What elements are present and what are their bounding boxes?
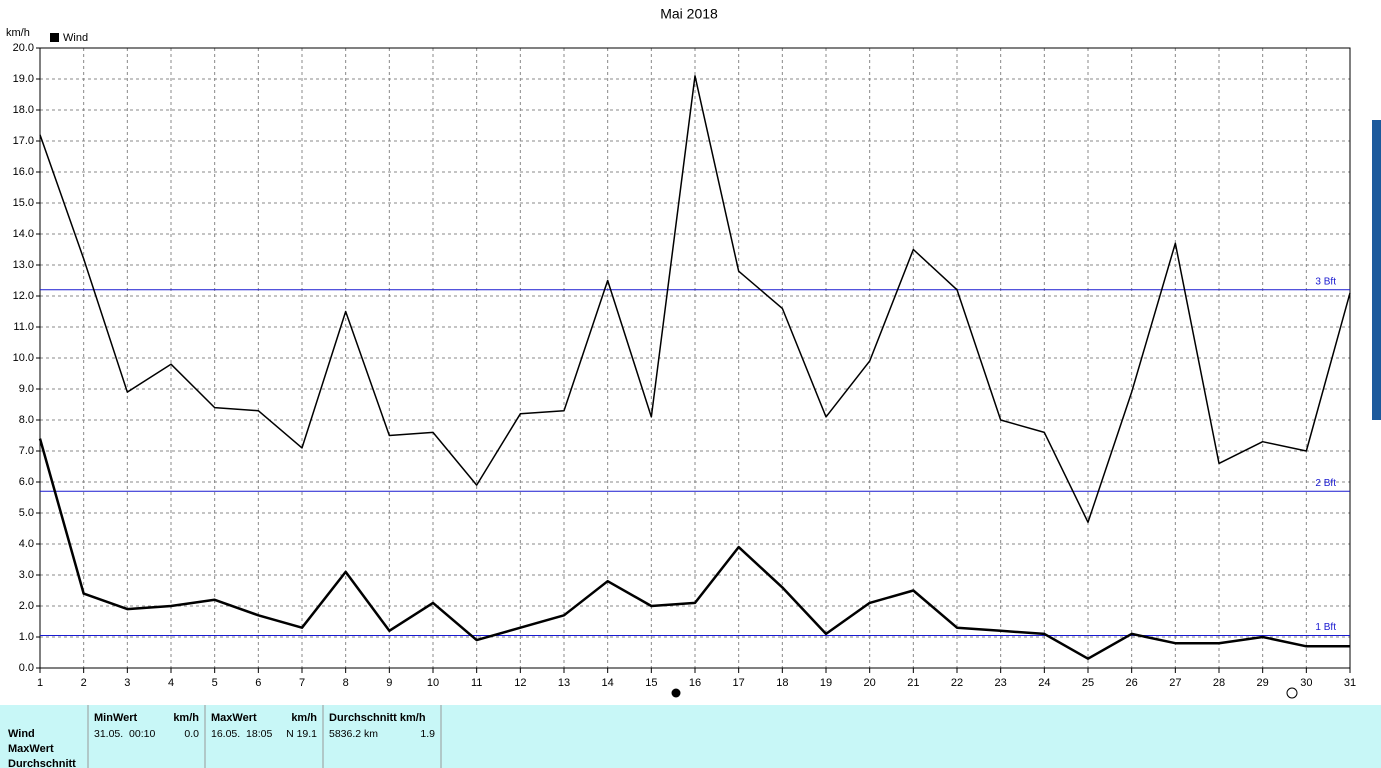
x-tick-label: 23 xyxy=(995,677,1007,689)
y-tick-label: 18.0 xyxy=(13,104,34,116)
row-label: MaxWert xyxy=(8,743,54,755)
y-tick-label: 14.0 xyxy=(13,228,34,240)
y-tick-label: 10.0 xyxy=(13,352,34,364)
full-moon xyxy=(1286,687,1298,699)
table-cell: 16.05. 18:05 xyxy=(211,728,272,740)
x-tick-label: 27 xyxy=(1169,677,1181,689)
y-axis-unit: km/h xyxy=(6,27,30,39)
data-line xyxy=(38,438,1350,660)
table-cell: 1.9 xyxy=(420,728,435,740)
x-tick-label: 13 xyxy=(558,677,570,689)
column-header: Durchschnitt km/h xyxy=(329,712,426,724)
x-tick-label: 9 xyxy=(386,677,392,689)
desktop-edge xyxy=(1372,120,1381,420)
row-label: Durchschnitt xyxy=(8,758,76,768)
x-tick-label: 5 xyxy=(212,677,218,689)
x-tick-label: 26 xyxy=(1126,677,1138,689)
reference-label: 3 Bft xyxy=(1315,276,1336,287)
y-tick-label: 13.0 xyxy=(13,259,34,271)
x-tick-label: 6 xyxy=(255,677,261,689)
legend-label: Wind xyxy=(63,32,88,44)
x-tick-label: 7 xyxy=(299,677,305,689)
x-tick-label: 22 xyxy=(951,677,963,689)
row-label: Wind xyxy=(8,728,35,740)
x-tick-label: 25 xyxy=(1082,677,1094,689)
column-header: MaxWert xyxy=(211,712,257,724)
data-line xyxy=(39,75,1351,524)
x-tick-label: 1 xyxy=(37,677,43,689)
column-header: km/h xyxy=(291,712,317,724)
legend-swatch xyxy=(50,33,59,42)
x-tick-label: 18 xyxy=(776,677,788,689)
x-tick-label: 12 xyxy=(514,677,526,689)
y-tick-label: 12.0 xyxy=(13,290,34,302)
column-header: km/h xyxy=(173,712,199,724)
x-tick-label: 20 xyxy=(864,677,876,689)
y-tick-label: 9.0 xyxy=(19,383,34,395)
x-tick-label: 11 xyxy=(471,677,482,689)
y-tick-label: 0.0 xyxy=(19,662,34,674)
table-cell: 0.0 xyxy=(184,728,199,740)
y-tick-label: 7.0 xyxy=(19,445,34,457)
y-tick-label: 8.0 xyxy=(19,414,34,426)
x-tick-label: 31 xyxy=(1344,677,1356,689)
y-tick-label: 5.0 xyxy=(19,507,34,519)
stats-panel xyxy=(0,705,1381,768)
x-tick-label: 28 xyxy=(1213,677,1225,689)
x-tick-label: 16 xyxy=(689,677,701,689)
x-tick-label: 17 xyxy=(733,677,745,689)
reference-label: 2 Bft xyxy=(1315,478,1336,489)
y-tick-label: 15.0 xyxy=(13,197,34,209)
table-cell: 5836.2 km xyxy=(329,728,378,740)
y-tick-label: 19.0 xyxy=(13,73,34,85)
table-cell: 31.05. 00:10 xyxy=(94,728,155,740)
x-tick-label: 8 xyxy=(343,677,349,689)
plot-frame xyxy=(39,47,1351,669)
x-tick-label: 15 xyxy=(645,677,657,689)
new-moon xyxy=(671,688,681,698)
table-cell: N 19.1 xyxy=(286,728,317,740)
x-tick-label: 21 xyxy=(907,677,919,689)
x-tick-label: 4 xyxy=(168,677,174,689)
y-tick-label: 4.0 xyxy=(19,538,34,550)
x-tick-label: 24 xyxy=(1038,677,1050,689)
x-tick-label: 2 xyxy=(81,677,87,689)
y-tick-label: 17.0 xyxy=(13,135,34,147)
x-tick-label: 29 xyxy=(1257,677,1269,689)
chart-title: Mai 2018 xyxy=(660,6,718,22)
y-tick-label: 1.0 xyxy=(19,631,34,643)
moon-icons xyxy=(671,687,1298,699)
y-tick-label: 3.0 xyxy=(19,569,34,581)
x-tick-label: 10 xyxy=(427,677,439,689)
y-tick-label: 20.0 xyxy=(13,42,34,54)
y-tick-label: 2.0 xyxy=(19,600,34,612)
x-tick-label: 14 xyxy=(602,677,614,689)
x-tick-label: 19 xyxy=(820,677,832,689)
column-header: MinWert xyxy=(94,712,138,724)
reference-label: 1 Bft xyxy=(1315,622,1336,633)
x-tick-label: 3 xyxy=(124,677,130,689)
y-tick-label: 6.0 xyxy=(19,476,34,488)
y-tick-label: 16.0 xyxy=(13,166,34,178)
y-tick-label: 11.0 xyxy=(13,321,34,333)
x-tick-label: 30 xyxy=(1300,677,1312,689)
